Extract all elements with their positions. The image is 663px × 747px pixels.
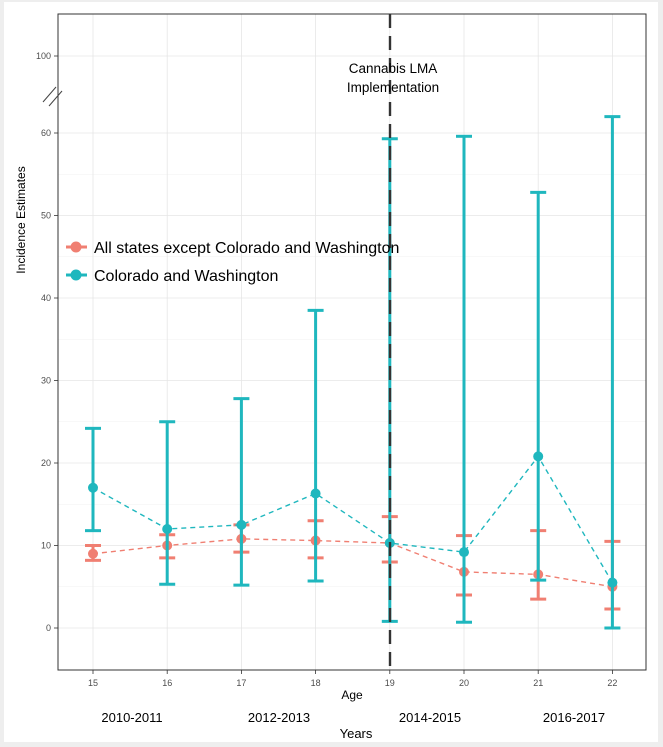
data-point: [310, 488, 321, 499]
data-point: [236, 519, 247, 530]
year-group-3: 2016-2017: [543, 710, 605, 725]
x-tick-label: 17: [236, 678, 246, 688]
annotation-line-2: Implementation: [347, 80, 439, 95]
y-tick-label: 0: [46, 623, 51, 633]
y-tick-label: 20: [41, 458, 51, 468]
data-point: [533, 451, 544, 462]
year-group-2: 2014-2015: [399, 710, 461, 725]
x-tick-label: 22: [607, 678, 617, 688]
year-groups: 2010-2011 2012-2013 2014-2015 2016-2017: [101, 710, 605, 725]
y-axis-ticks: 0 10 20 30 40 50 60 100: [36, 51, 58, 633]
series: [85, 115, 621, 630]
data-point: [162, 524, 173, 534]
chart-frame: 0 10 20 30 40 50 60 100 15 16 17 18 19 20 21 22 Cannab…: [4, 2, 658, 742]
data-point: [459, 547, 469, 558]
data-point: [88, 482, 98, 493]
y-tick-label: 60: [41, 128, 51, 138]
x-tick-label: 16: [162, 678, 172, 688]
y-tick-label: 40: [41, 293, 51, 303]
data-point: [88, 548, 98, 559]
x-tick-label: 18: [311, 678, 321, 688]
x-axis-ticks: 15 16 17 18 19 20 21 22: [88, 670, 617, 688]
x-axis-title: Age: [341, 688, 363, 702]
y-tick-label: 100: [36, 51, 51, 61]
axis-break-icon: [42, 86, 63, 107]
x-tick-label: 21: [533, 678, 543, 688]
x-tick-label: 15: [88, 678, 98, 688]
plot-panel: [57, 13, 647, 671]
y-axis-title: Incidence Estimates: [14, 166, 28, 273]
series-1: [85, 115, 621, 630]
year-group-1: 2012-2013: [248, 710, 310, 725]
legend-label-1: Colorado and Washington: [94, 268, 278, 285]
annotation-line-1: Cannabis LMA: [349, 61, 438, 76]
legend-label-0: All states except Colorado and Washingto…: [94, 240, 399, 257]
x-tick-label: 20: [459, 678, 469, 688]
y-tick-label: 10: [41, 541, 51, 551]
legend-item-0: All states except Colorado and Washingto…: [66, 240, 399, 257]
data-point: [607, 577, 618, 588]
legend-item-1: Colorado and Washington: [66, 268, 278, 285]
year-group-0: 2010-2011: [101, 710, 162, 725]
y-tick-label: 50: [41, 211, 51, 221]
y-tick-label: 30: [41, 376, 51, 386]
grid: [58, 14, 646, 670]
chart-svg: 0 10 20 30 40 50 60 100 15 16 17 18 19 20 21 22 Cannab…: [14, 13, 647, 741]
x-tick-label: 19: [385, 678, 395, 688]
legend: All states except Colorado and Washingto…: [66, 240, 399, 285]
years-axis-title: Years: [340, 726, 373, 741]
series-line: [92, 455, 614, 583]
